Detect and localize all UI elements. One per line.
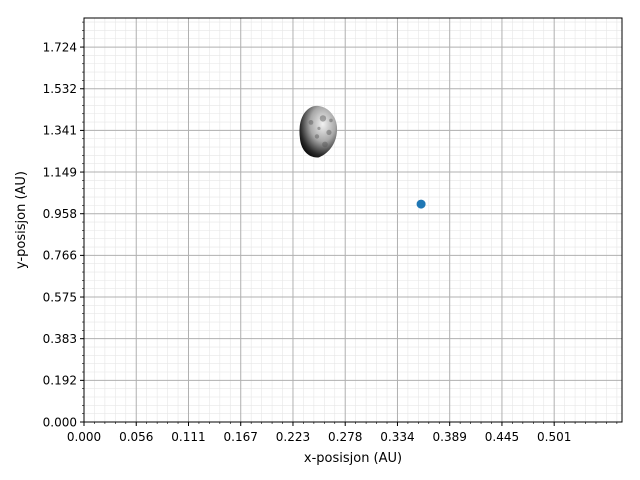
asteroid-crater	[322, 141, 328, 148]
minor-grid	[83, 18, 622, 423]
y-tick-label: 0.766	[43, 249, 77, 263]
ticks	[80, 21, 618, 426]
y-tick-label: 0.575	[43, 290, 77, 304]
y-tick-label: 1.341	[43, 124, 77, 138]
asteroid-crater	[326, 129, 332, 136]
plot-background	[84, 18, 622, 422]
y-tick-label: 0.192	[43, 374, 77, 388]
x-tick-label: 0.278	[328, 430, 362, 444]
x-tick-label: 0.445	[485, 430, 519, 444]
marks	[299, 105, 426, 209]
x-tick-label: 0.056	[119, 430, 153, 444]
x-tick-label: 0.111	[171, 430, 205, 444]
x-tick-label: 0.501	[537, 430, 571, 444]
tick-labels: 0.000 0.056 0.111 0.167 0.223 0.278 0.334 0.389…	[43, 40, 572, 444]
asteroid-crater	[329, 118, 333, 123]
data-point	[416, 199, 426, 209]
x-tick-label: 0.389	[433, 430, 467, 444]
x-tick-label: 0.167	[224, 430, 258, 444]
plot-frame	[83, 17, 623, 423]
y-axis-label: y-posisjon (AU)	[14, 171, 29, 269]
y-tick-label: 0.383	[43, 332, 77, 346]
x-tick-label: 0.334	[380, 430, 414, 444]
y-tick-label: 1.149	[43, 165, 77, 179]
y-tick-label: 0.958	[43, 207, 77, 221]
asteroid-crater	[308, 120, 314, 125]
y-tick-label: 1.532	[43, 82, 77, 96]
y-tick-label: 0.000	[43, 415, 77, 429]
x-tick-label: 0.223	[276, 430, 310, 444]
asteroid-crater	[317, 126, 321, 131]
x-axis-label: x-posisjon (AU)	[304, 451, 402, 466]
asteroid-crater	[319, 115, 327, 122]
x-tick-label: 0.000	[67, 430, 101, 444]
asteroid-icon	[299, 105, 338, 158]
asteroid-crater	[314, 134, 320, 139]
y-tick-label: 1.724	[43, 40, 77, 54]
asteroid-body	[299, 105, 338, 158]
